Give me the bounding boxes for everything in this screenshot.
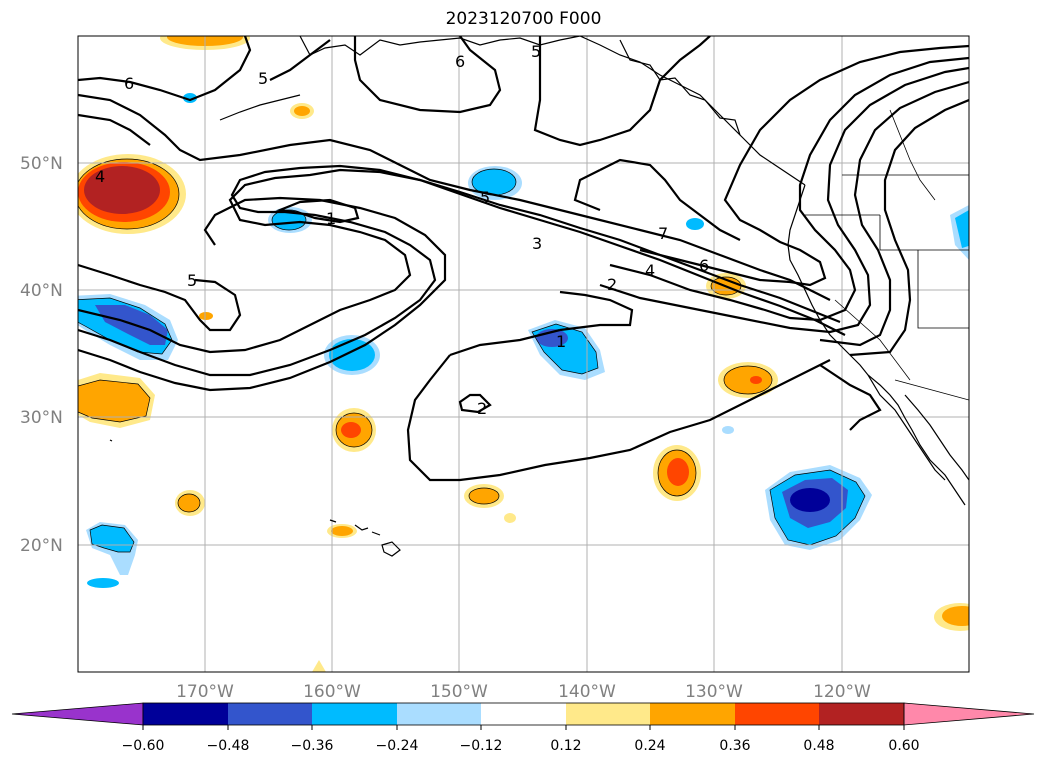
- lon-label-120w: 120°W: [813, 682, 871, 702]
- colorbar-outline: [142, 702, 905, 726]
- contour-label: 6: [124, 74, 134, 93]
- latitude-labels: 20°N 30°N 40°N 50°N: [20, 154, 63, 556]
- lon-label-150w: 150°W: [430, 682, 488, 702]
- map-frame: [77, 35, 970, 673]
- warm-anomaly-se: [934, 603, 969, 631]
- contour-label: 5: [258, 69, 268, 88]
- colorbar-extend-low: [11, 702, 144, 726]
- colorbar-tick-label: 0.60: [888, 738, 919, 754]
- contour-label: 4: [645, 261, 655, 280]
- longitude-labels: 170°W 160°W 150°W 140°W 130°W 120°W: [176, 682, 871, 702]
- lon-label-130w: 130°W: [685, 682, 743, 702]
- lat-label-50n: 50°N: [20, 154, 63, 174]
- lon-label-160w: 160°W: [303, 682, 361, 702]
- lon-label-140w: 140°W: [558, 682, 616, 702]
- shaded-anomalies: [78, 36, 969, 672]
- contour-lines: [78, 36, 969, 482]
- cool-anomaly-west: [78, 294, 178, 360]
- cool-anomaly-5: [528, 320, 605, 380]
- colorbar-tick-label: 0.36: [719, 738, 750, 754]
- contour-label: 4: [95, 167, 105, 186]
- colorbar-tick-label: −0.36: [291, 738, 334, 754]
- colorbar-tick-label: 0.24: [634, 738, 665, 754]
- cool-anomaly-east: [950, 205, 969, 260]
- colorbar-segment: [819, 703, 904, 725]
- colorbar-segment: [566, 703, 650, 725]
- lon-label-170w: 170°W: [176, 682, 234, 702]
- warm-anomaly-3: [332, 408, 376, 452]
- colorbar-segment: [735, 703, 819, 725]
- contour-label: 7: [658, 224, 668, 243]
- contour-label: 2: [607, 275, 617, 294]
- colorbar-segment: [228, 703, 312, 725]
- contour-label: 3: [532, 234, 542, 253]
- cool-anomaly-6: [722, 426, 734, 434]
- contour-label: 5: [480, 188, 490, 207]
- colorbar-tick-label: −0.12: [460, 738, 503, 754]
- contour-label: 1: [556, 332, 566, 351]
- warm-anomaly-8: [327, 524, 357, 538]
- colorbar-segment: [481, 703, 566, 725]
- small-cool-anomaly-1: [183, 93, 197, 103]
- colorbar-segment: [312, 703, 397, 725]
- warm-anomaly-bottom: [312, 660, 326, 672]
- contour-label: 6: [455, 52, 465, 71]
- small-warm-anomaly-1: [290, 103, 314, 119]
- colorbar-segment: [143, 703, 228, 725]
- warm-anomaly-5: [199, 312, 213, 320]
- warm-anomaly-4: [175, 490, 205, 516]
- map-background: [78, 36, 969, 672]
- warm-anomaly-9: [653, 445, 701, 501]
- colorbar-tick-label: 0.12: [550, 738, 581, 754]
- warm-anomaly-nw: [78, 154, 186, 234]
- contour-label: 5: [531, 42, 541, 61]
- lat-label-20n: 20°N: [20, 536, 63, 556]
- contour-label: 5: [187, 271, 197, 290]
- colorbar: −0.60 −0.48 −0.36 −0.24 −0.12 0.12 0.24 …: [11, 702, 1035, 754]
- warm-anomaly-7: [504, 513, 516, 523]
- warm-anomaly-6: [464, 484, 504, 508]
- colorbar-tick-label: −0.48: [207, 738, 250, 754]
- colorbar-tick-label: −0.60: [122, 738, 165, 754]
- contour-label: 6: [699, 256, 709, 275]
- colorbar-segment: [397, 703, 481, 725]
- contour-label: 2: [477, 399, 487, 418]
- contour-label: 1: [326, 209, 336, 228]
- cool-anomaly-large: [765, 465, 872, 550]
- map-title: 2023120700 F000: [445, 9, 602, 29]
- colorbar-ticks: [142, 725, 905, 730]
- colorbar-extend-high: [903, 702, 1035, 726]
- colorbar-segment: [650, 703, 735, 725]
- colorbar-tick-label: −0.24: [376, 738, 419, 754]
- cool-anomaly-3: [686, 218, 704, 230]
- warm-anomaly-w30: [78, 373, 155, 428]
- gridlines: [78, 36, 969, 672]
- contour-labels: 6 5 6 5 4 1 5 5 3 2 4 7 6 1 2: [95, 42, 709, 418]
- lat-label-30n: 30°N: [20, 408, 63, 428]
- lat-label-40n: 40°N: [20, 281, 63, 301]
- warm-anomaly-11: [718, 362, 778, 398]
- colorbar-tick-label: 0.48: [803, 738, 834, 754]
